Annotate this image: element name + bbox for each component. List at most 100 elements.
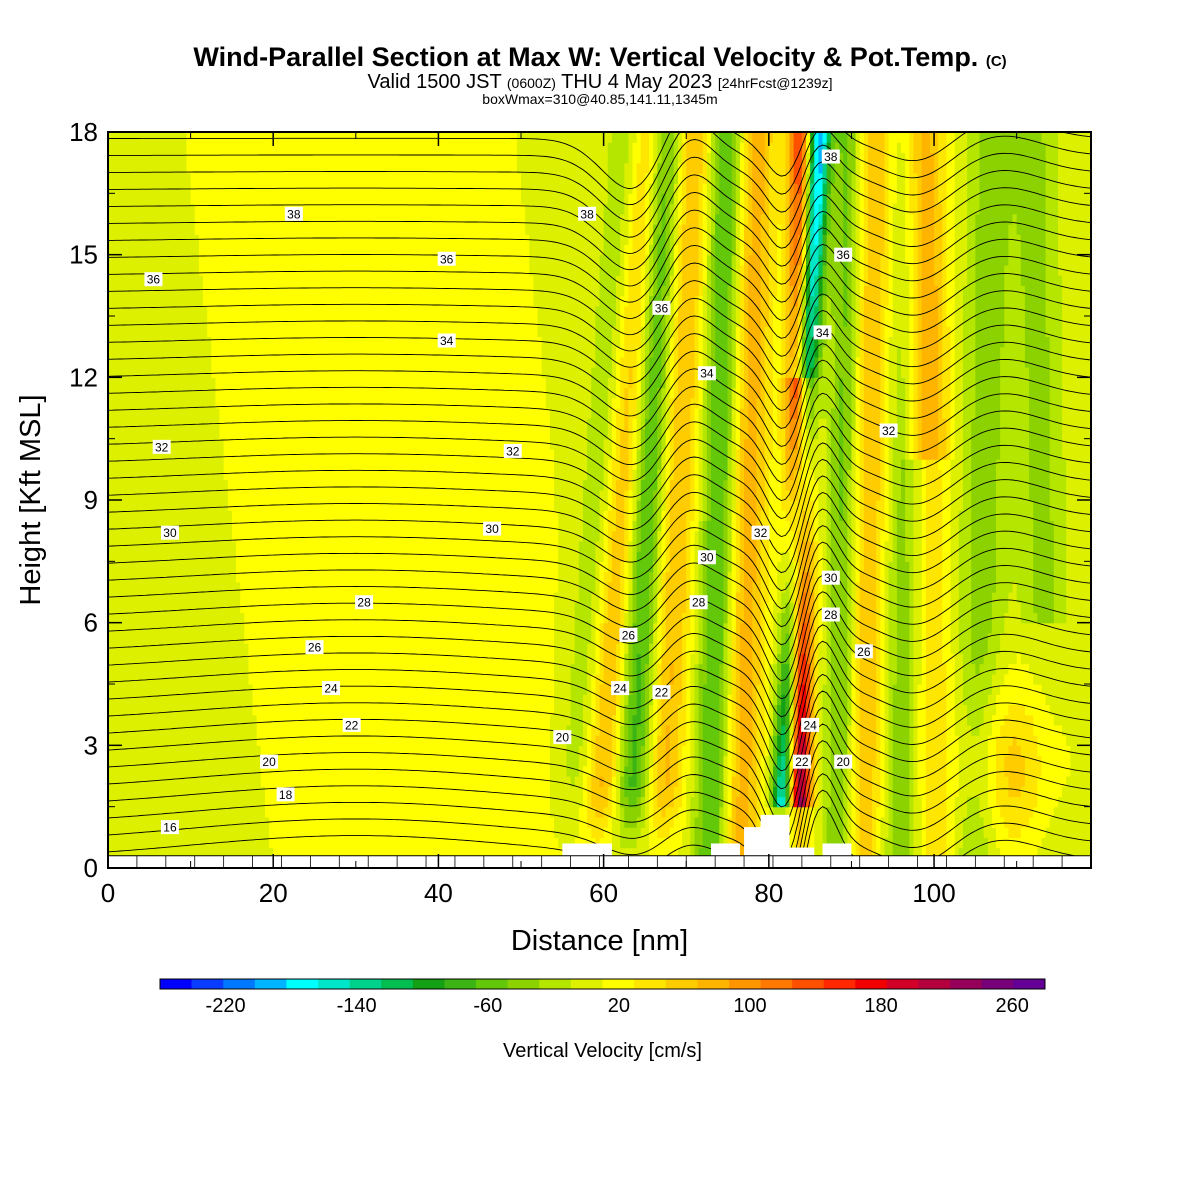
contour-label-bg bbox=[834, 754, 853, 769]
colorbar-swatch bbox=[191, 979, 224, 989]
theta-contour-line bbox=[108, 326, 1091, 411]
colorbar-swatch bbox=[918, 979, 951, 989]
colorbar-tick-label: 20 bbox=[608, 995, 630, 1017]
contour-label: 20 bbox=[262, 755, 276, 769]
contour-label: 34 bbox=[816, 326, 830, 340]
colorbar-swatch bbox=[507, 979, 540, 989]
theta-contour-line bbox=[108, 310, 1091, 393]
contour-label-bg bbox=[160, 820, 179, 835]
vertical-velocity-field bbox=[108, 132, 1091, 868]
terrain-block bbox=[760, 814, 790, 868]
contour-label-bg bbox=[834, 247, 853, 262]
colorbar-swatch bbox=[318, 979, 350, 989]
colorbar-swatch bbox=[476, 979, 508, 989]
colorbar-tick-label: -220 bbox=[206, 995, 246, 1017]
contour-label-bg bbox=[578, 206, 597, 221]
colorbar-swatch bbox=[412, 979, 445, 989]
contour-label-bg bbox=[751, 525, 770, 540]
contour-label: 24 bbox=[324, 682, 338, 696]
colorbar-swatch bbox=[570, 979, 603, 989]
theta-contour-line bbox=[108, 740, 1091, 862]
contour-label-bg bbox=[792, 754, 811, 769]
contour-label-bg bbox=[821, 149, 840, 164]
theta-contour-line bbox=[108, 525, 1091, 628]
contour-label-bg bbox=[355, 595, 374, 610]
theta-contour-line bbox=[108, 475, 1091, 574]
contour-label: 34 bbox=[700, 367, 714, 381]
theta-contour-line bbox=[108, 243, 1091, 321]
y-axis-label: Height [Kft MSL] bbox=[15, 394, 47, 605]
contour-label-bg bbox=[483, 521, 502, 536]
colorbar-swatch bbox=[665, 979, 698, 989]
contour-label-bg bbox=[697, 550, 716, 565]
y-tick-label: 9 bbox=[84, 485, 98, 515]
contour-label: 32 bbox=[754, 526, 768, 540]
contour-label: 22 bbox=[655, 686, 669, 700]
theta-contour-line bbox=[108, 156, 1091, 238]
contour-label: 38 bbox=[580, 207, 594, 221]
contour-label: 24 bbox=[613, 682, 627, 696]
contour-label: 24 bbox=[803, 718, 817, 732]
contour-label: 30 bbox=[700, 551, 714, 565]
theta-contour-line bbox=[108, 276, 1091, 357]
chart-title: Wind-Parallel Section at Max W: Vertical… bbox=[193, 42, 1007, 72]
colorbar-swatch bbox=[160, 979, 192, 989]
chart-subtitle-box: boxWmax=310@40.85,141.11,1345m bbox=[482, 91, 718, 107]
colorbar-swatch bbox=[539, 979, 572, 989]
contour-label: 20 bbox=[837, 755, 851, 769]
y-tick-label: 3 bbox=[84, 730, 98, 760]
contour-label: 30 bbox=[824, 571, 838, 585]
theta-contour-line bbox=[108, 191, 1091, 271]
contour-label-bg bbox=[503, 443, 522, 458]
contour-label: 26 bbox=[622, 628, 636, 642]
x-tick-label: 60 bbox=[589, 878, 618, 908]
y-tick-label: 12 bbox=[69, 362, 98, 392]
theta-contour-line bbox=[108, 657, 1091, 772]
contour-label: 36 bbox=[837, 248, 851, 262]
contour-label: 20 bbox=[556, 731, 570, 745]
theta-contour-line bbox=[108, 624, 1091, 736]
colorbar-swatch bbox=[792, 979, 825, 989]
contour-label-bg bbox=[260, 754, 279, 769]
contour-label: 16 bbox=[163, 821, 177, 835]
theta-contour-line bbox=[108, 607, 1091, 718]
contour-label-bg bbox=[821, 607, 840, 622]
contour-label-bg bbox=[322, 681, 341, 696]
contour-label: 30 bbox=[163, 526, 177, 540]
contour-label: 32 bbox=[155, 440, 169, 454]
x-tick-label: 20 bbox=[259, 878, 288, 908]
colorbar-swatch bbox=[886, 979, 919, 989]
chart-subtitle-valid: Valid 1500 JST (0600Z) THU 4 May 2023 [2… bbox=[367, 71, 833, 93]
x-tick-label: 80 bbox=[754, 878, 783, 908]
contour-label-bg bbox=[689, 595, 708, 610]
colorbar-swatch bbox=[602, 979, 635, 989]
colorbar-swatch bbox=[981, 979, 1014, 989]
contour-label: 36 bbox=[147, 273, 161, 287]
contour-label: 38 bbox=[287, 207, 301, 221]
theta-contour-line bbox=[108, 260, 1091, 339]
contour-label-bg bbox=[284, 206, 303, 221]
colorbar-swatch bbox=[697, 979, 730, 989]
contour-label-bg bbox=[160, 525, 179, 540]
theta-contour-line bbox=[108, 673, 1091, 790]
theta-contour-line bbox=[108, 409, 1091, 501]
colorbar-swatch bbox=[223, 979, 256, 989]
colorbar-tick-label: 100 bbox=[733, 995, 766, 1017]
y-tick-label: 15 bbox=[69, 240, 98, 270]
contour-label-bg bbox=[437, 251, 456, 266]
y-tick-label: 18 bbox=[69, 117, 98, 147]
contour-label-bg bbox=[342, 717, 361, 732]
terrain-block bbox=[785, 847, 815, 868]
theta-contour-line bbox=[108, 640, 1091, 754]
theta-contour-line bbox=[108, 492, 1091, 592]
colorbar-swatch bbox=[1013, 979, 1046, 989]
contour-label: 36 bbox=[440, 252, 454, 266]
contour-label-bg bbox=[276, 787, 295, 802]
theta-contour-line bbox=[108, 574, 1091, 682]
colorbar-swatch bbox=[634, 979, 667, 989]
colorbar: -220 -140 -60 20 100 180 260 Vertical Velocity … bbox=[159, 978, 1046, 1062]
contour-label: 30 bbox=[485, 522, 499, 536]
contour-label-bg bbox=[652, 685, 671, 700]
x-axis-label: Distance [nm] bbox=[511, 925, 688, 957]
